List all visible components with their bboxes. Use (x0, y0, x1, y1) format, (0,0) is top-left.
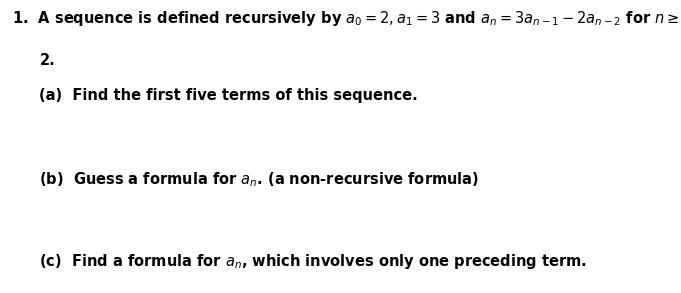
Text: 1.  A sequence is defined recursively by $a_0 = 2, a_1 = 3$ and $a_n = 3a_{n-1} : 1. A sequence is defined recursively by … (12, 9, 680, 28)
Text: (b)  Guess a formula for $a_n$. (a non-recursive formula): (b) Guess a formula for $a_n$. (a non-re… (39, 170, 479, 189)
Text: 2.: 2. (39, 53, 55, 68)
Text: (c)  Find a formula for $a_n$, which involves only one preceding term.: (c) Find a formula for $a_n$, which invo… (39, 252, 587, 271)
Text: (a)  Find the first five terms of this sequence.: (a) Find the first five terms of this se… (39, 88, 418, 103)
